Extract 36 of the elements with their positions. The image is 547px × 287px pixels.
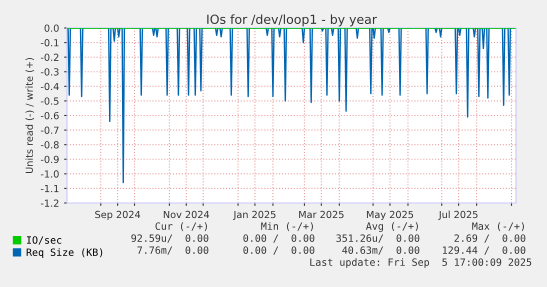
y-tick-label: -0.1 xyxy=(40,39,58,46)
x-tick-label: Jan 2025 xyxy=(233,210,276,220)
y-tick-label: -0.9 xyxy=(40,156,59,164)
text: 351.26u/ 0.00 xyxy=(336,234,420,243)
text: Avg (-/+) xyxy=(366,222,418,232)
y-tick-label: -1.0 xyxy=(40,170,59,178)
text: Min (-/+) xyxy=(261,222,313,232)
y-tick-label: -0.5 xyxy=(40,97,59,105)
y-tick-label: -1.1 xyxy=(40,185,58,192)
text: 2.69 / 0.00 xyxy=(454,234,526,243)
x-tick-label: Mar 2025 xyxy=(299,210,344,218)
text: Last update: Fri Sep 5 17:00:09 2025 xyxy=(310,258,532,268)
text: Max (-/+) xyxy=(472,222,524,232)
legend-label: Req Size (KB) xyxy=(26,248,102,258)
y-tick-label: -0.2 xyxy=(40,54,58,61)
x-tick-label: Jul 2025 xyxy=(438,210,478,220)
x-tick-label: Nov 2024 xyxy=(164,210,210,218)
x-tick-label: Sep 2024 xyxy=(95,210,140,220)
y-tick-label: 0.0 xyxy=(44,24,59,32)
text: 92.59u/ 0.00 xyxy=(131,234,208,243)
x-tick-label: May 2025 xyxy=(366,210,414,220)
legend-label: IO/sec xyxy=(26,236,62,245)
y-tick-label: -0.8 xyxy=(40,141,59,148)
text: Cur (-/+) xyxy=(155,222,207,232)
text: 129.44 / 0.00 xyxy=(442,246,526,255)
chart-title: IOs for /dev/loop1 - by year xyxy=(207,14,377,26)
text: 0.00 / 0.00 xyxy=(243,246,314,255)
text: 40.63m/ 0.00 xyxy=(342,246,420,255)
y-axis-title: Units read (-) / write (+) xyxy=(25,58,34,174)
y-tick-label: -0.4 xyxy=(40,82,59,90)
y-tick-label: -1.2 xyxy=(40,199,58,207)
text: 0.00 / 0.00 xyxy=(243,234,314,243)
text: 7.76m/ 0.00 xyxy=(137,246,208,255)
y-tick-label: -0.6 xyxy=(40,112,59,120)
y-tick-label: -0.7 xyxy=(40,126,59,134)
y-tick-label: -0.3 xyxy=(40,68,59,76)
